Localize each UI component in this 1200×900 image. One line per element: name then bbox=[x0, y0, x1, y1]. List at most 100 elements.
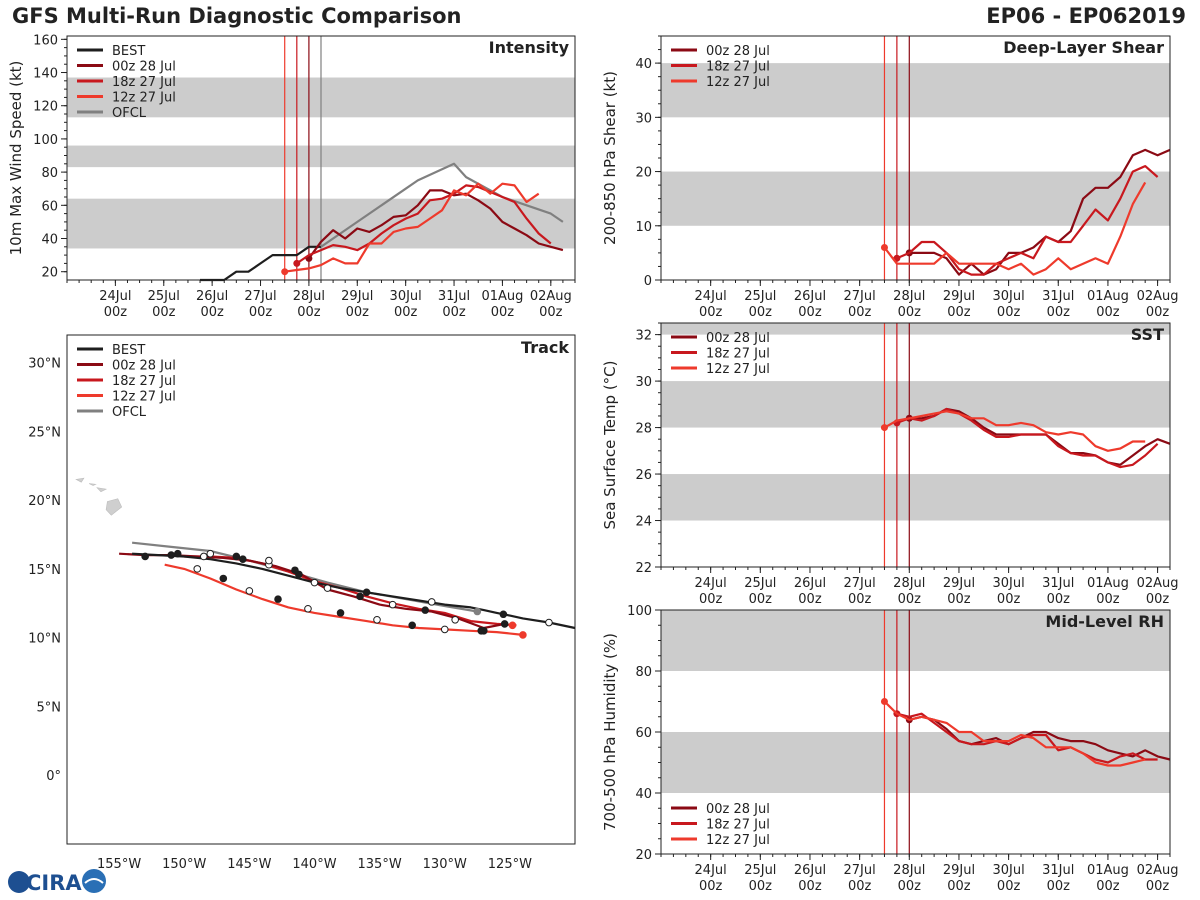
sst-x-tick-label: 31Jul bbox=[1042, 576, 1074, 591]
shear-y-tick-label: 30 bbox=[635, 111, 652, 126]
rh-band bbox=[661, 610, 1170, 671]
intensity-x-tick-sublabel: 00z bbox=[394, 305, 418, 320]
sst-x-tick-sublabel: 00z bbox=[1047, 592, 1071, 607]
shear-y-tick-label: 10 bbox=[635, 220, 652, 235]
rh-x-tick-label: 26Jul bbox=[794, 863, 826, 878]
intensity-x-tick-label: 02Aug bbox=[530, 289, 572, 304]
track-point-r12 bbox=[304, 604, 312, 613]
sst-x-tick-label: 30Jul bbox=[992, 576, 1024, 591]
track-x-tick-label: 145°W bbox=[227, 857, 271, 872]
rh-y-tick-label: 20 bbox=[635, 848, 652, 863]
rh-x-tick-sublabel: 00z bbox=[997, 879, 1021, 894]
shear-y-tick-label: 40 bbox=[635, 57, 652, 72]
track-line-best bbox=[132, 552, 576, 630]
shear-x-tick-sublabel: 00z bbox=[1146, 305, 1170, 320]
rh-start-point-r12 bbox=[880, 698, 888, 705]
track-legend-label-r00: 00z 28 Jul bbox=[112, 359, 176, 374]
track-point-r00 bbox=[421, 606, 430, 614]
intensity-legend-label-ofcl: OFCL bbox=[112, 106, 147, 121]
track-point-r12 bbox=[193, 565, 202, 573]
intensity-y-tick-label: 120 bbox=[33, 100, 58, 115]
intensity-series-best bbox=[200, 245, 321, 282]
shear-x-tick-label: 25Jul bbox=[744, 289, 776, 304]
rh-y-tick-label: 100 bbox=[627, 604, 652, 619]
intensity-y-tick-label: 100 bbox=[33, 133, 58, 148]
shear-x-tick-label: 31Jul bbox=[1042, 289, 1074, 304]
shear-start-point-r12 bbox=[880, 243, 888, 251]
shear-y-tick-label: 20 bbox=[635, 166, 652, 181]
shear-x-tick-label: 02Aug bbox=[1137, 289, 1179, 304]
sst-x-tick-sublabel: 00z bbox=[699, 592, 723, 607]
rh-y-tick-label: 40 bbox=[635, 787, 652, 802]
intensity-legend-label-best: BEST bbox=[112, 44, 145, 59]
track-legend-label-ofcl: OFCL bbox=[112, 405, 147, 420]
shear-x-tick-label: 29Jul bbox=[943, 289, 975, 304]
track-line-r00 bbox=[119, 552, 505, 630]
sst-y-tick-label: 22 bbox=[635, 561, 652, 576]
sst-y-tick-label: 28 bbox=[635, 422, 652, 437]
shear-y-axis-label: 200-850 hPa Shear (kt) bbox=[601, 71, 619, 245]
shear-legend-label-r18: 18z 27 Jul bbox=[706, 60, 770, 75]
intensity-y-tick-label: 60 bbox=[41, 199, 58, 214]
shear-x-tick-label: 28Jul bbox=[893, 289, 925, 304]
track-point-r12 bbox=[508, 621, 517, 630]
rh-x-tick-label: 29Jul bbox=[943, 863, 975, 878]
track-y-tick-label: 15°N bbox=[28, 563, 61, 578]
rh-x-tick-label: 28Jul bbox=[893, 863, 925, 878]
shear-x-tick-sublabel: 00z bbox=[1047, 305, 1071, 320]
intensity-x-tick-sublabel: 00z bbox=[152, 305, 176, 320]
intensity-legend-label-r18: 18z 27 Jul bbox=[112, 75, 176, 90]
sst-y-tick-label: 32 bbox=[635, 329, 652, 344]
rh-y-tick-label: 60 bbox=[635, 726, 652, 741]
intensity-y-tick-label: 20 bbox=[41, 266, 58, 281]
intensity-x-tick-sublabel: 00z bbox=[346, 305, 370, 320]
rh-x-tick-sublabel: 00z bbox=[947, 879, 971, 894]
intensity-x-tick-sublabel: 00z bbox=[442, 305, 466, 320]
sst-x-tick-sublabel: 00z bbox=[749, 592, 773, 607]
intensity-start-point-r18 bbox=[293, 259, 301, 267]
sst-x-tick-label: 26Jul bbox=[794, 576, 826, 591]
rh-x-tick-label: 24Jul bbox=[695, 863, 727, 878]
track-point-best bbox=[232, 552, 241, 561]
intensity-x-tick-label: 29Jul bbox=[341, 289, 373, 304]
track-x-tick-label: 130°W bbox=[423, 857, 467, 872]
track-point-r12 bbox=[408, 621, 416, 630]
rh-series-r12 bbox=[883, 700, 1146, 767]
rh-x-tick-sublabel: 00z bbox=[1047, 879, 1071, 894]
sst-x-tick-sublabel: 00z bbox=[947, 592, 971, 607]
intensity-y-tick-label: 140 bbox=[33, 67, 58, 82]
intensity-series-r18 bbox=[296, 184, 552, 265]
shear-x-tick-sublabel: 00z bbox=[848, 305, 872, 320]
sst-legend-label-r12: 12z 27 Jul bbox=[706, 362, 770, 377]
sst-panel-title: SST bbox=[1131, 325, 1164, 344]
intensity-y-axis-label: 10m Max Wind Speed (kt) bbox=[7, 61, 25, 256]
intensity-panel-title: Intensity bbox=[489, 38, 570, 57]
track-y-tick-label: 25°N bbox=[28, 425, 61, 440]
sst-start-point-r12 bbox=[880, 424, 888, 432]
intensity-series-r00 bbox=[308, 189, 564, 260]
shear-x-tick-sublabel: 00z bbox=[749, 305, 773, 320]
intensity-x-tick-label: 31Jul bbox=[438, 289, 470, 304]
sst-band bbox=[661, 474, 1170, 521]
cira-logo-globe-icon bbox=[8, 871, 30, 893]
rh-x-tick-sublabel: 00z bbox=[699, 879, 723, 894]
track-line-r18 bbox=[184, 555, 517, 627]
rh-x-tick-label: 30Jul bbox=[992, 863, 1024, 878]
island-maui bbox=[96, 487, 108, 493]
track-point-r00 bbox=[451, 615, 459, 624]
rh-x-tick-label: 02Aug bbox=[1137, 863, 1179, 878]
track-point-best bbox=[499, 610, 508, 619]
track-y-tick-label: 5°N bbox=[37, 700, 62, 715]
track-point-r00 bbox=[477, 626, 486, 635]
track-point-r00 bbox=[356, 592, 364, 601]
track-panel: 155°W 150°W 145°W 140°W 135°W 130°W 125°W 0° 5°N… bbox=[28, 334, 576, 872]
intensity-x-tick-sublabel: 00z bbox=[539, 305, 563, 320]
island-oahu bbox=[75, 477, 85, 483]
shear-x-tick-label: 27Jul bbox=[844, 289, 876, 304]
track-panel-title: Track bbox=[521, 338, 569, 357]
shear-legend-label-r12: 12z 27 Jul bbox=[706, 75, 770, 90]
intensity-start-point-r12 bbox=[281, 268, 289, 276]
track-point-r12 bbox=[519, 631, 527, 639]
track-point-ofcl bbox=[473, 607, 482, 616]
